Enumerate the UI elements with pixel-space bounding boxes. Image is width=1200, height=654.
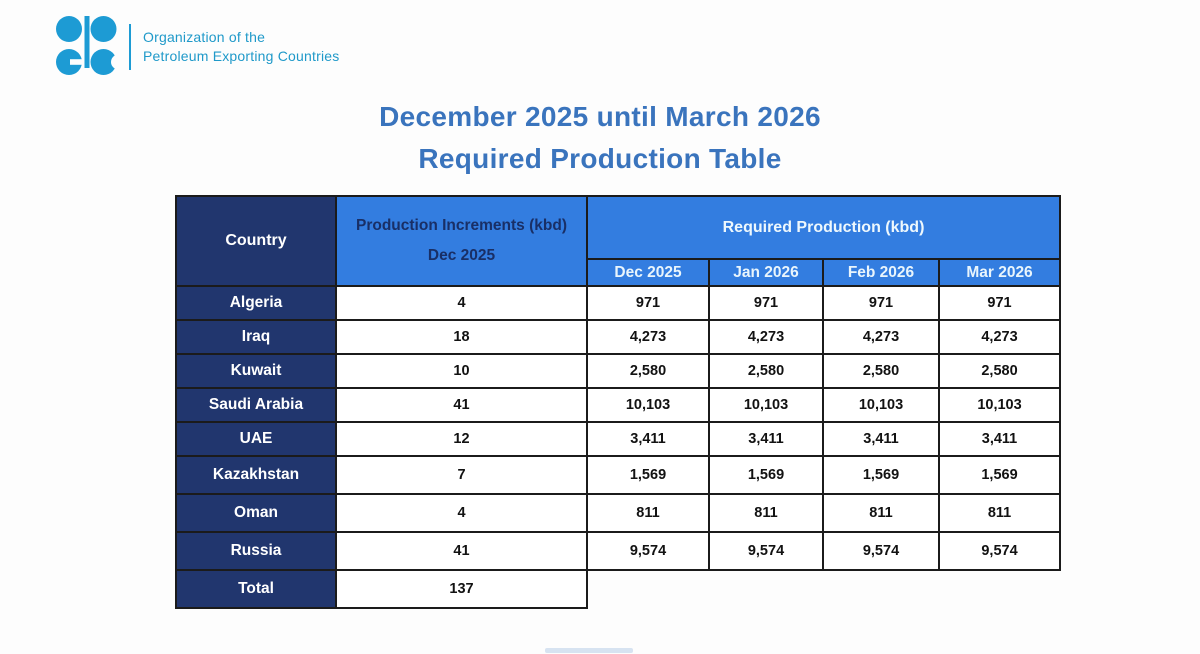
value-cell: 971 bbox=[937, 285, 1062, 321]
country-cell: Saudi Arabia bbox=[175, 387, 337, 423]
value-cell: 811 bbox=[708, 493, 824, 533]
table-row-uae: UAE 12 3,411 3,411 3,411 3,411 bbox=[175, 421, 1062, 457]
table-row-russia: Russia 41 9,574 9,574 9,574 9,574 bbox=[175, 531, 1062, 571]
increments-column-header: Production Increments (kbd) Dec 2025 bbox=[335, 195, 588, 287]
total-label-cell: Total bbox=[175, 569, 337, 609]
value-cell: 2,580 bbox=[937, 353, 1062, 389]
country-cell: Russia bbox=[175, 531, 337, 571]
increment-cell: 41 bbox=[335, 531, 588, 571]
value-cell: 971 bbox=[586, 285, 710, 321]
total-increment-cell: 137 bbox=[335, 569, 588, 609]
country-column-header: Country bbox=[175, 195, 337, 287]
value-cell: 2,580 bbox=[586, 353, 710, 389]
country-cell: Oman bbox=[175, 493, 337, 533]
opec-brand: Organization of the Petroleum Exporting … bbox=[55, 14, 339, 80]
org-name-line1: Organization of the bbox=[143, 29, 266, 45]
value-cell: 3,411 bbox=[937, 421, 1062, 457]
increment-cell: 18 bbox=[335, 319, 588, 355]
value-cell: 1,569 bbox=[708, 455, 824, 495]
country-cell: UAE bbox=[175, 421, 337, 457]
value-cell: 2,580 bbox=[822, 353, 940, 389]
value-cell: 811 bbox=[822, 493, 940, 533]
value-cell: 4,273 bbox=[708, 319, 824, 355]
value-cell: 811 bbox=[937, 493, 1062, 533]
required-production-header: Required Production (kbd) bbox=[585, 195, 1062, 260]
cutoff-bottom-element bbox=[545, 648, 633, 653]
increment-cell: 4 bbox=[335, 493, 588, 533]
table-row-algeria: Algeria 4 971 971 971 971 bbox=[175, 285, 1062, 321]
month-header-dec2025: Dec 2025 bbox=[586, 258, 710, 287]
value-cell: 4,273 bbox=[822, 319, 940, 355]
value-cell: 1,569 bbox=[586, 455, 710, 495]
org-name-line2: Petroleum Exporting Countries bbox=[143, 48, 340, 64]
value-cell: 1,569 bbox=[937, 455, 1062, 495]
value-cell: 2,580 bbox=[708, 353, 824, 389]
value-cell: 9,574 bbox=[822, 531, 940, 571]
value-cell: 3,411 bbox=[822, 421, 940, 457]
increment-cell: 12 bbox=[335, 421, 588, 457]
value-cell: 971 bbox=[822, 285, 940, 321]
title-line1: December 2025 until March 2026 bbox=[379, 101, 821, 132]
increment-cell: 7 bbox=[335, 455, 588, 495]
value-cell: 10,103 bbox=[708, 387, 824, 423]
value-cell: 3,411 bbox=[586, 421, 710, 457]
value-cell: 10,103 bbox=[937, 387, 1062, 423]
required-production-table: Country Production Increments (kbd) Dec … bbox=[175, 195, 1062, 609]
page-title: December 2025 until March 2026 Required … bbox=[0, 96, 1200, 180]
month-header-feb2026: Feb 2026 bbox=[822, 258, 940, 287]
increment-cell: 41 bbox=[335, 387, 588, 423]
value-cell: 9,574 bbox=[937, 531, 1062, 571]
value-cell: 4,273 bbox=[586, 319, 710, 355]
table-row-kazakhstan: Kazakhstan 7 1,569 1,569 1,569 1,569 bbox=[175, 455, 1062, 495]
value-cell: 10,103 bbox=[586, 387, 710, 423]
increment-cell: 10 bbox=[335, 353, 588, 389]
table-row-kuwait: Kuwait 10 2,580 2,580 2,580 2,580 bbox=[175, 353, 1062, 389]
value-cell: 971 bbox=[708, 285, 824, 321]
country-cell: Kazakhstan bbox=[175, 455, 337, 495]
increment-cell: 4 bbox=[335, 285, 588, 321]
country-cell: Iraq bbox=[175, 319, 337, 355]
country-cell: Kuwait bbox=[175, 353, 337, 389]
table-row-saudi-arabia: Saudi Arabia 41 10,103 10,103 10,103 10,… bbox=[175, 387, 1062, 423]
table-row-oman: Oman 4 811 811 811 811 bbox=[175, 493, 1062, 533]
org-name: Organization of the Petroleum Exporting … bbox=[143, 28, 339, 66]
total-empty-region bbox=[587, 570, 1060, 608]
title-line2: Required Production Table bbox=[418, 143, 782, 174]
value-cell: 9,574 bbox=[586, 531, 710, 571]
value-cell: 9,574 bbox=[708, 531, 824, 571]
opec-logo-icon bbox=[55, 14, 119, 80]
table-row-iraq: Iraq 18 4,273 4,273 4,273 4,273 bbox=[175, 319, 1062, 355]
brand-divider bbox=[129, 24, 131, 70]
value-cell: 811 bbox=[586, 493, 710, 533]
value-cell: 1,569 bbox=[822, 455, 940, 495]
table-row-total: Total 137 bbox=[175, 569, 1060, 609]
month-header-mar2026: Mar 2026 bbox=[937, 258, 1062, 287]
value-cell: 4,273 bbox=[937, 319, 1062, 355]
value-cell: 10,103 bbox=[822, 387, 940, 423]
increments-header-line2: Dec 2025 bbox=[427, 247, 496, 264]
country-cell: Algeria bbox=[175, 285, 337, 321]
increments-header-line1: Production Increments (kbd) bbox=[356, 217, 567, 234]
month-header-jan2026: Jan 2026 bbox=[708, 258, 824, 287]
value-cell: 3,411 bbox=[708, 421, 824, 457]
